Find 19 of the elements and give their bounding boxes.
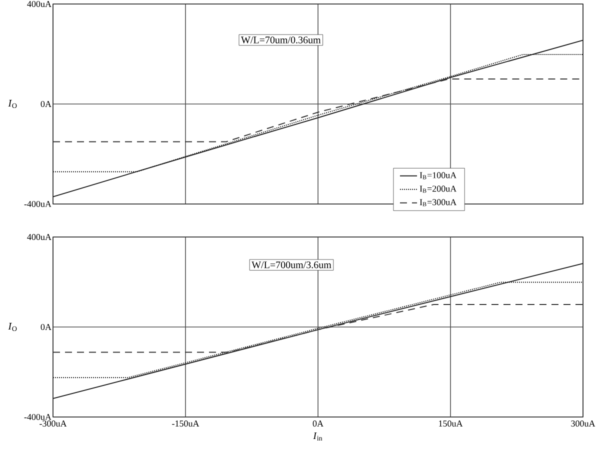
y-axis-title: I$_{O}$ <box>8 322 17 332</box>
legend-label: I$_{B}$=200uA <box>420 186 457 193</box>
x-axis-title: I$_{in}$ <box>313 432 322 441</box>
y-axis-title: I$_{O}$ <box>8 100 17 108</box>
y-tick-label: 400uA <box>27 0 52 8</box>
y-tick-label: -400uA <box>24 200 52 208</box>
y-tick-label: -400uA <box>24 414 52 420</box>
legend-label: I$_{B}$=100uA <box>420 172 457 180</box>
x-tick-label: 300uA <box>571 420 596 427</box>
x-tick-label: 150uA <box>439 420 463 427</box>
y-tick-label: 400uA <box>27 234 52 240</box>
x-tick-label: -150uA <box>172 420 200 427</box>
x-tick-label: -300uA <box>40 420 67 427</box>
legend-label: I$_{B}$=300uA <box>420 199 457 206</box>
y-tick-label: 0A <box>40 324 52 330</box>
y-tick-label: 0A <box>40 100 52 108</box>
annotation: W/L=700um/3.6um <box>252 261 332 268</box>
annotation: W/L=70um/0.36um <box>241 36 321 44</box>
x-tick-label: 0A <box>312 420 324 427</box>
